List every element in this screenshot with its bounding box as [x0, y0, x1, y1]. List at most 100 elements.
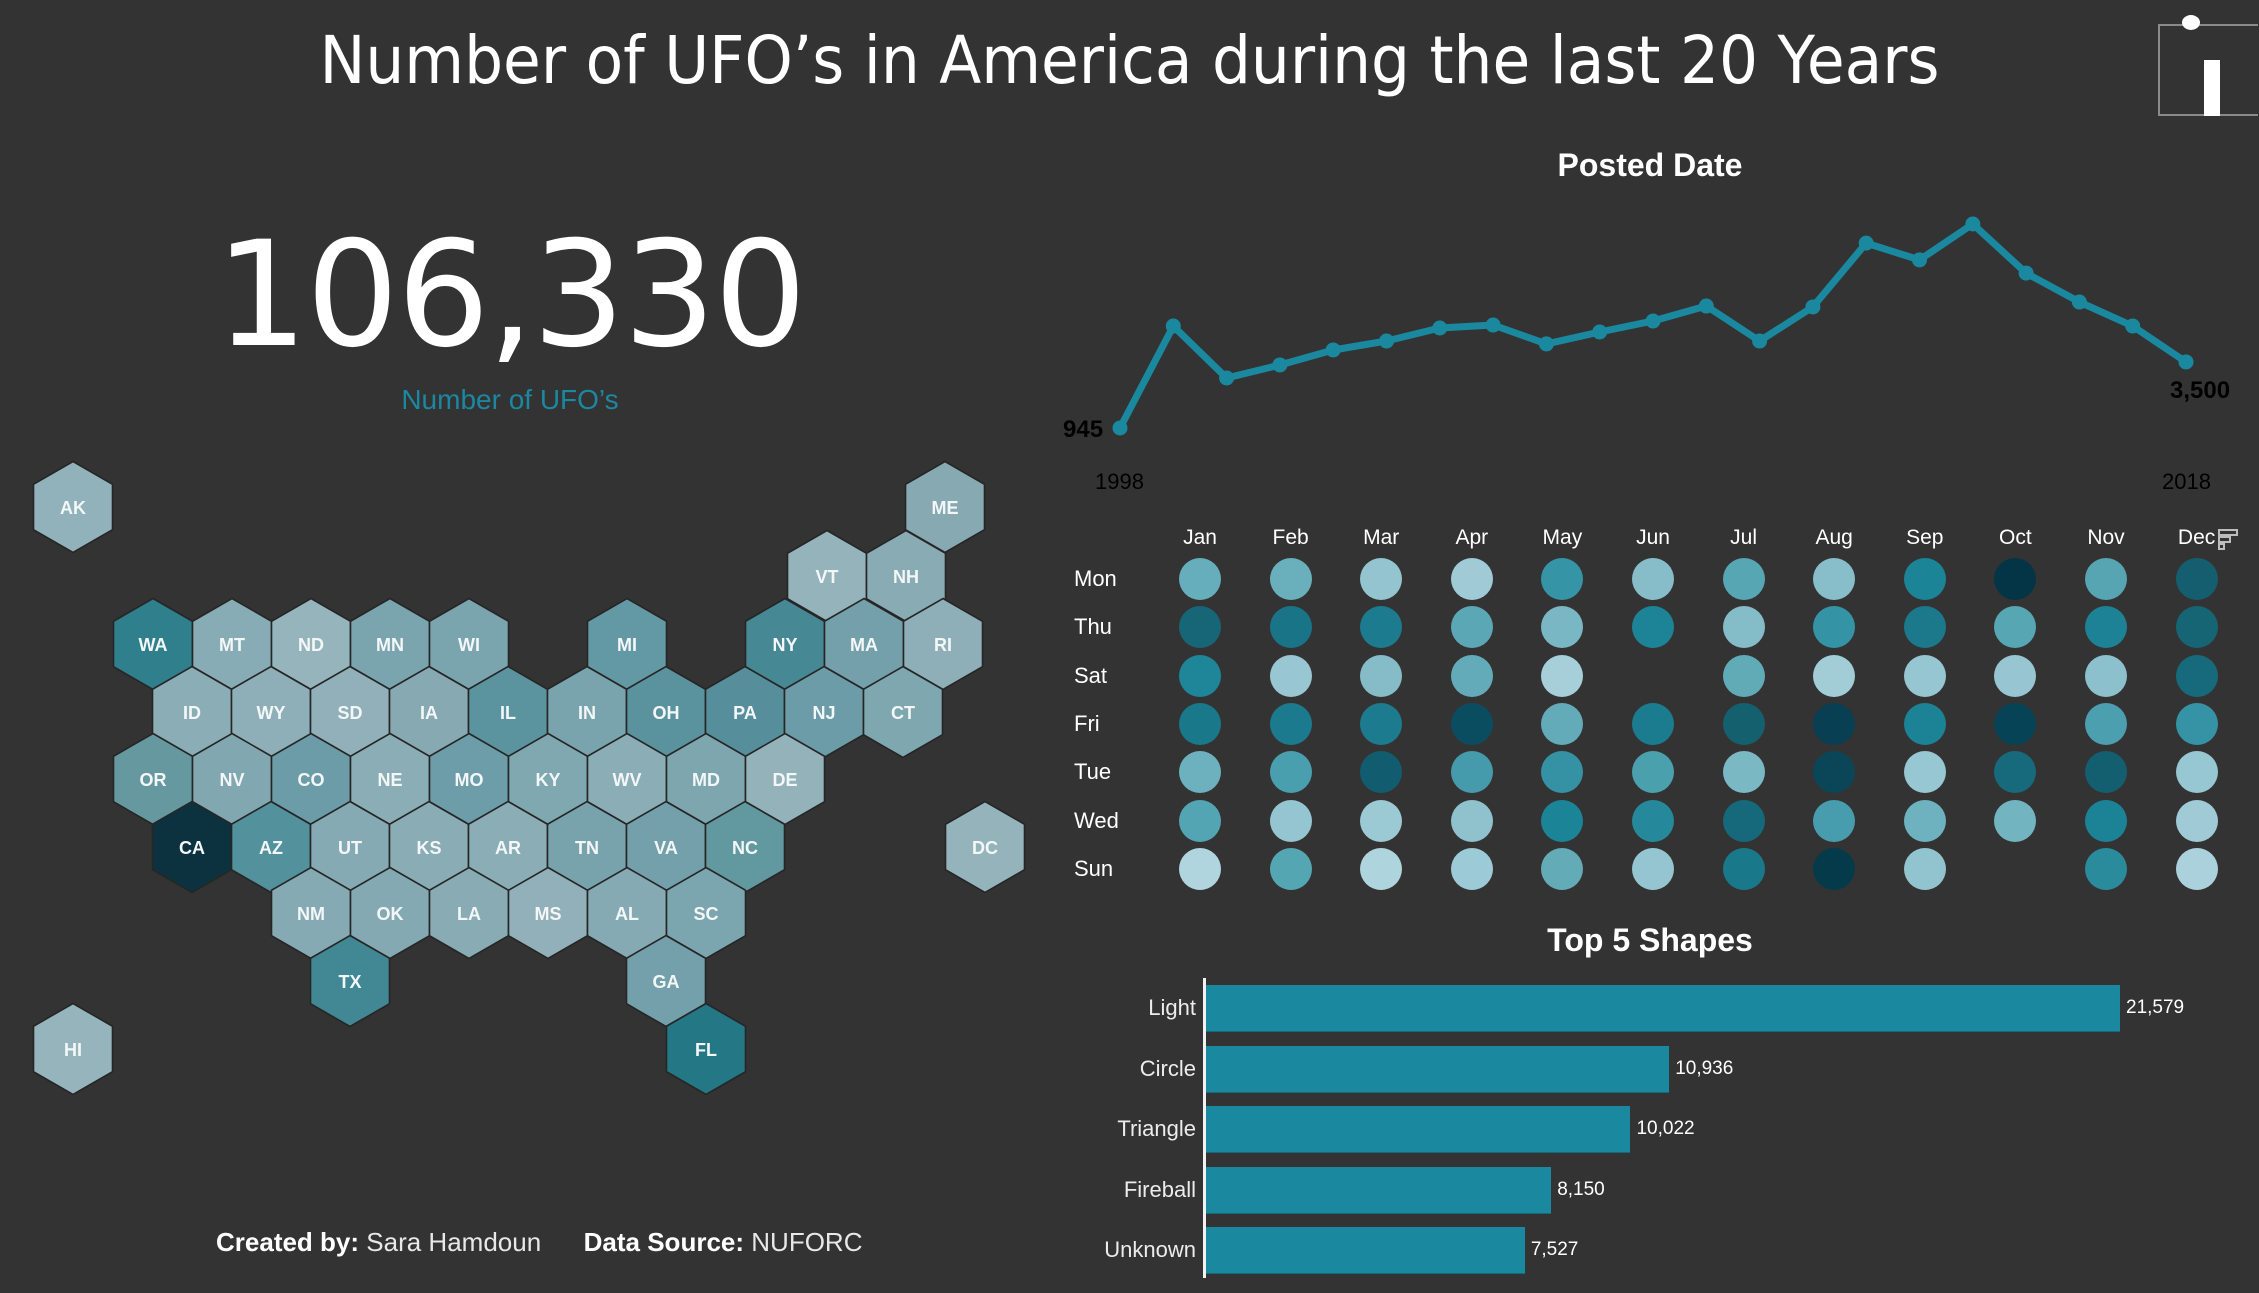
heat-cell-sun-feb[interactable] — [1269, 847, 1312, 890]
line-point-2009[interactable] — [1698, 298, 1714, 314]
heat-cell-thu-apr[interactable] — [1450, 606, 1493, 649]
line-point-2012[interactable] — [1858, 235, 1874, 251]
state-hex-ca[interactable]: CA — [151, 800, 233, 894]
heat-cell-tue-aug[interactable] — [1813, 751, 1856, 794]
heat-cell-fri-jun[interactable] — [1632, 702, 1674, 745]
heat-cell-mon-sep[interactable] — [1903, 558, 1946, 600]
heat-cell-thu-feb[interactable] — [1269, 606, 1312, 649]
heat-cell-sun-sep[interactable] — [1903, 847, 1946, 890]
heat-cell-sat-aug[interactable] — [1813, 654, 1856, 697]
heat-cell-thu-jun[interactable] — [1632, 606, 1674, 649]
heat-cell-fri-dec[interactable] — [2175, 702, 2218, 745]
state-hex-hi[interactable]: HI — [32, 1002, 114, 1096]
heat-cell-tue-apr[interactable] — [1450, 751, 1493, 794]
line-point-2017[interactable] — [2125, 318, 2141, 334]
heat-cell-mon-aug[interactable] — [1813, 558, 1856, 600]
heat-cell-fri-may[interactable] — [1541, 702, 1584, 745]
heat-cell-thu-may[interactable] — [1541, 606, 1584, 649]
line-point-2002[interactable] — [1325, 342, 1341, 358]
sort-icon[interactable] — [2217, 528, 2239, 552]
heat-cell-mon-may[interactable] — [1541, 558, 1584, 600]
heat-cell-fri-jul[interactable] — [1722, 702, 1765, 745]
heat-cell-thu-sep[interactable] — [1903, 606, 1946, 649]
line-point-2018[interactable] — [2178, 354, 2194, 370]
heat-cell-sat-sep[interactable] — [1903, 654, 1946, 697]
line-point-2016[interactable] — [2071, 294, 2087, 310]
line-point-2005[interactable] — [1485, 317, 1501, 333]
line-point-2014[interactable] — [1965, 216, 1981, 232]
heat-cell-mon-jan[interactable] — [1179, 558, 1221, 600]
heat-cell-fri-nov[interactable] — [2085, 702, 2127, 745]
state-hex-nj[interactable]: NJ — [783, 665, 865, 759]
state-hex-ny[interactable]: NY — [744, 597, 826, 691]
heat-cell-mon-jun[interactable] — [1632, 558, 1674, 600]
heat-cell-mon-dec[interactable] — [2175, 558, 2218, 600]
state-hex-la[interactable]: LA — [428, 866, 510, 960]
heat-cell-wed-jul[interactable] — [1722, 799, 1765, 842]
heat-cell-tue-jul[interactable] — [1722, 751, 1765, 794]
state-hex-fl[interactable]: FL — [665, 1002, 747, 1096]
line-point-2004[interactable] — [1432, 320, 1448, 336]
bar-unknown[interactable] — [1206, 1227, 1525, 1274]
heat-cell-sat-apr[interactable] — [1450, 654, 1493, 697]
heat-cell-mon-mar[interactable] — [1360, 558, 1403, 600]
bar-circle[interactable] — [1206, 1045, 1670, 1093]
line-point-1998[interactable] — [1112, 420, 1128, 436]
heat-cell-thu-jul[interactable] — [1722, 606, 1765, 649]
heat-cell-fri-apr[interactable] — [1450, 702, 1493, 745]
heat-cell-tue-may[interactable] — [1541, 751, 1584, 794]
bar-light[interactable] — [1206, 985, 2120, 1032]
heat-cell-mon-oct[interactable] — [1994, 558, 2037, 600]
heat-cell-sun-jan[interactable] — [1179, 847, 1221, 890]
heat-cell-fri-jan[interactable] — [1179, 702, 1221, 745]
state-hex-ak[interactable]: AK — [32, 460, 114, 554]
heat-cell-sun-nov[interactable] — [2085, 847, 2127, 890]
state-hex-al[interactable]: AL — [586, 866, 668, 960]
line-point-2000[interactable] — [1219, 370, 1235, 386]
heat-cell-sun-mar[interactable] — [1360, 847, 1403, 890]
line-point-2013[interactable] — [1912, 252, 1927, 268]
heat-cell-sun-jul[interactable] — [1722, 847, 1765, 890]
line-point-2008[interactable] — [1645, 313, 1661, 329]
heat-cell-tue-nov[interactable] — [2085, 751, 2127, 794]
heat-cell-tue-feb[interactable] — [1269, 751, 1312, 794]
heat-cell-thu-aug[interactable] — [1813, 606, 1856, 649]
line-point-2001[interactable] — [1272, 357, 1288, 373]
state-hex-ms[interactable]: MS — [507, 866, 589, 960]
heat-cell-tue-dec[interactable] — [2175, 751, 2218, 794]
heat-cell-tue-jun[interactable] — [1632, 751, 1674, 794]
heat-cell-sat-may[interactable] — [1541, 654, 1584, 697]
heat-cell-wed-sep[interactable] — [1903, 799, 1946, 842]
heat-cell-thu-oct[interactable] — [1994, 606, 2037, 649]
state-hex-ct[interactable]: CT — [862, 665, 944, 759]
heat-cell-mon-nov[interactable] — [2085, 558, 2127, 600]
heat-cell-sun-apr[interactable] — [1450, 847, 1493, 890]
state-hex-md[interactable]: MD — [665, 732, 747, 826]
heat-cell-fri-sep[interactable] — [1903, 702, 1946, 745]
line-point-1999[interactable] — [1165, 318, 1181, 334]
heat-cell-wed-nov[interactable] — [2085, 799, 2127, 842]
heat-cell-wed-aug[interactable] — [1813, 799, 1856, 842]
state-hex-dc[interactable]: DC — [944, 800, 1026, 894]
state-hex-nc[interactable]: NC — [704, 800, 786, 894]
heat-cell-sat-oct[interactable] — [1994, 654, 2037, 697]
heat-cell-wed-jan[interactable] — [1179, 799, 1221, 842]
heat-cell-thu-mar[interactable] — [1360, 606, 1403, 649]
heat-cell-mon-apr[interactable] — [1450, 558, 1493, 600]
state-hex-ks[interactable]: KS — [388, 800, 470, 894]
heat-cell-sat-dec[interactable] — [2175, 654, 2218, 697]
heat-cell-sun-may[interactable] — [1541, 847, 1584, 890]
state-hex-oh[interactable]: OH — [625, 665, 707, 759]
bar-fireball[interactable] — [1206, 1166, 1552, 1214]
heat-cell-tue-sep[interactable] — [1903, 751, 1946, 794]
heat-cell-sun-jun[interactable] — [1632, 847, 1674, 890]
line-point-2015[interactable] — [2018, 265, 2034, 281]
heat-cell-tue-oct[interactable] — [1994, 751, 2037, 794]
heat-cell-sat-jan[interactable] — [1179, 654, 1221, 697]
line-point-2006[interactable] — [1538, 336, 1554, 352]
info-icon[interactable] — [2158, 15, 2258, 116]
state-hex-tx[interactable]: TX — [309, 934, 391, 1028]
heat-cell-sun-dec[interactable] — [2175, 847, 2218, 890]
state-hex-ri[interactable]: RI — [902, 597, 984, 691]
heat-cell-fri-aug[interactable] — [1813, 702, 1856, 745]
